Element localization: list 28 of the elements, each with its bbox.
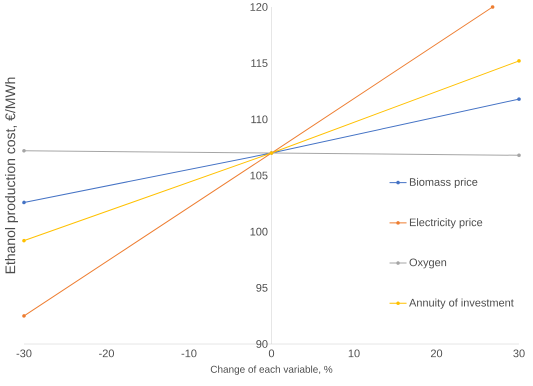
x-tick-label: -30 bbox=[16, 350, 32, 358]
y-tick-label: 120 bbox=[250, 3, 268, 11]
point bbox=[22, 238, 26, 242]
legend-label: Electricity price bbox=[410, 218, 482, 228]
point bbox=[22, 200, 26, 204]
y-tick-label: 115 bbox=[251, 59, 268, 67]
x-tick-label: -20 bbox=[99, 350, 114, 358]
y-axis-title: Ethanol production cost, €/MWh bbox=[5, 78, 18, 274]
point bbox=[490, 5, 494, 9]
point bbox=[517, 59, 521, 63]
legend-label: Oxygen bbox=[410, 258, 446, 268]
point bbox=[517, 153, 521, 158]
x-tick-label: 30 bbox=[513, 350, 525, 358]
x-axis-title: Change of each variable, % bbox=[210, 366, 332, 375]
y-tick-label: 110 bbox=[251, 115, 268, 124]
x-tick-label: 10 bbox=[348, 350, 360, 358]
y-tick-label: 100 bbox=[250, 228, 268, 236]
x-tick-label: 20 bbox=[430, 350, 442, 358]
x-tick-label: 0 bbox=[268, 350, 274, 358]
point bbox=[22, 314, 26, 318]
y-tick-label: 105 bbox=[250, 172, 268, 180]
point bbox=[517, 97, 521, 101]
legend-label: Annuity of investment bbox=[409, 298, 514, 309]
y-tick-label: 90 bbox=[256, 340, 268, 348]
x-tick-label: -10 bbox=[182, 350, 196, 358]
y-tick-label: 95 bbox=[256, 284, 268, 292]
point bbox=[22, 148, 26, 153]
legend-label: Biomass price bbox=[410, 178, 478, 188]
